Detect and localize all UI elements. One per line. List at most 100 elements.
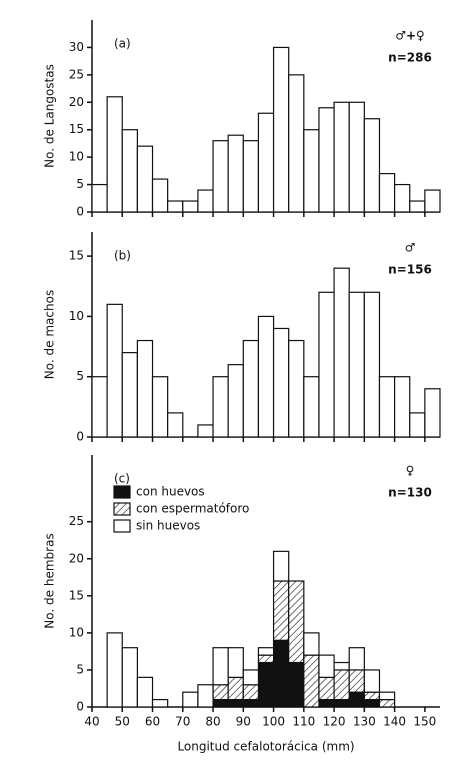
y-tick-label: 0: [76, 205, 84, 219]
panel-label: (a): [114, 37, 131, 51]
bar-segment: [363, 691, 381, 701]
bar-segment: [227, 676, 244, 701]
bar-segment: [242, 684, 260, 701]
bar-segment: [303, 632, 320, 656]
bar: [288, 339, 305, 438]
bar: [424, 388, 441, 438]
y-tick-label: 10: [69, 625, 84, 639]
bar-segment: [272, 580, 290, 641]
bar: [363, 291, 381, 438]
bar: [318, 107, 335, 213]
y-tick-label: 10: [69, 309, 84, 323]
bar-segment: [272, 550, 290, 582]
bar: [409, 412, 426, 438]
y-tick-label: 20: [69, 95, 84, 109]
y-tick-label: 15: [69, 249, 84, 263]
bar-segment: [288, 580, 305, 664]
bar-segment: [378, 691, 396, 701]
bar: [227, 134, 244, 213]
y-tick-label: 15: [69, 122, 84, 136]
bar-segment: [288, 661, 305, 708]
bar: [303, 376, 320, 438]
bar-segment: [257, 661, 275, 708]
legend-swatch: [113, 485, 131, 499]
y-axis-label: No. de Langostas: [43, 64, 57, 168]
y-tick-label: 10: [69, 150, 84, 164]
bar: [394, 183, 411, 213]
panel-label: (b): [114, 249, 131, 263]
x-tick-label: 100: [262, 715, 285, 729]
legend-label: con huevos: [136, 485, 205, 499]
bar-segment: [318, 698, 335, 708]
bar-segment: [242, 698, 260, 708]
y-tick-label: 0: [76, 700, 84, 714]
bar: [272, 46, 290, 213]
y-tick-label: 0: [76, 430, 84, 444]
bar: [242, 140, 260, 213]
bar: [182, 200, 199, 213]
sex-symbol: ♂+♀: [395, 29, 425, 43]
x-tick-label: 150: [413, 715, 436, 729]
legend-label: con espermatóforo: [136, 502, 249, 516]
y-tick-label: 25: [69, 514, 84, 528]
bar-segment: [333, 661, 350, 671]
bar: [197, 189, 214, 213]
bar: [409, 200, 426, 213]
bar-segment: [348, 669, 365, 693]
sample-size: n=130: [388, 486, 432, 500]
bar: [91, 183, 108, 213]
bar-segment: [212, 684, 229, 701]
bar: [303, 129, 320, 213]
x-tick-label: 120: [323, 715, 346, 729]
bar: [348, 291, 365, 438]
y-axis-label: No. de machos: [43, 290, 57, 379]
bar-segment: [106, 632, 123, 708]
bar: [363, 118, 381, 213]
bar: [106, 96, 123, 213]
bar-segment: [227, 698, 244, 708]
bar: [424, 189, 441, 213]
bar-segment: [318, 676, 335, 701]
legend-swatch: [113, 502, 131, 516]
sample-size: n=286: [388, 51, 432, 65]
bar-segment: [303, 654, 320, 708]
bar-segment: [121, 647, 138, 708]
bar: [288, 74, 305, 213]
bar-segment: [257, 654, 275, 664]
bar: [136, 145, 154, 213]
bar-segment: [348, 691, 365, 708]
y-tick-label: 20: [69, 551, 84, 565]
bar: [318, 291, 335, 438]
bar: [121, 129, 138, 213]
bar-segment: [363, 669, 381, 693]
bar: [257, 315, 275, 438]
bar-segment: [212, 647, 229, 686]
panel-label: (c): [114, 472, 130, 486]
bar: [333, 101, 350, 213]
legend-swatch: [113, 519, 131, 533]
bar: [212, 376, 229, 438]
bar: [333, 267, 350, 438]
bar-segment: [348, 647, 365, 671]
x-tick-label: 130: [353, 715, 376, 729]
y-tick-label: 25: [69, 67, 84, 81]
bar: [378, 376, 396, 438]
x-tick-label: 70: [175, 715, 190, 729]
y-tick-label: 30: [69, 40, 84, 54]
bar-segment: [227, 647, 244, 678]
x-axis-label: Longitud cefalotorácica (mm): [177, 740, 354, 754]
bar-segment: [378, 698, 396, 708]
x-tick-label: 80: [205, 715, 220, 729]
bar: [121, 351, 138, 438]
x-tick-label: 60: [145, 715, 160, 729]
x-tick-label: 90: [236, 715, 251, 729]
x-tick-label: 40: [84, 715, 99, 729]
bar-segment: [136, 676, 154, 708]
bar: [106, 303, 123, 438]
bar: [167, 412, 184, 438]
bar: [272, 327, 290, 438]
sex-symbol: ♂: [405, 241, 416, 255]
bar: [91, 376, 108, 438]
bar-segment: [318, 654, 335, 678]
